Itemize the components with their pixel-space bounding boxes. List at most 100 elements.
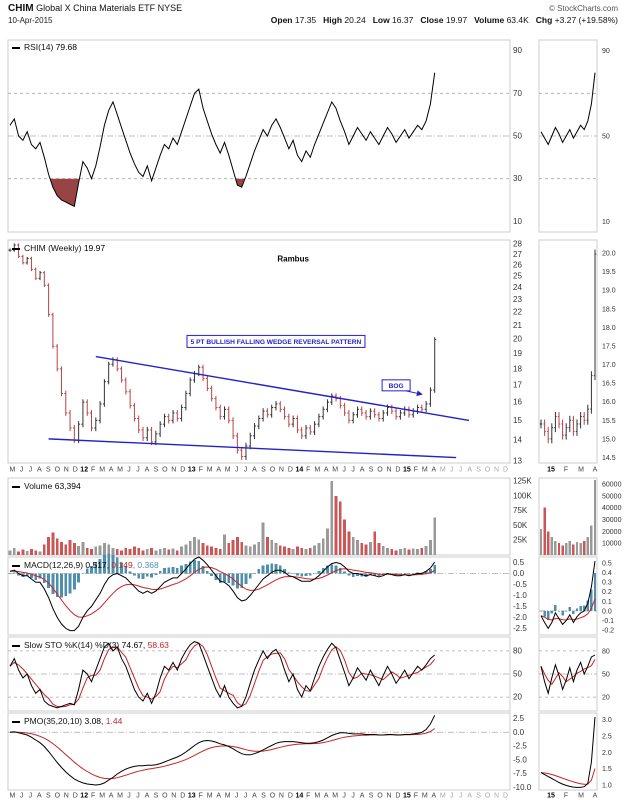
svg-text:14.5: 14.5 [602,455,616,462]
quote-item-low: Low 16.37 [372,15,414,25]
svg-text:10: 10 [602,219,610,226]
indicator-value: 0.368 [137,560,159,570]
svg-text:N: N [279,793,284,800]
quote-item-volume: Volume 63.4K [474,15,529,25]
svg-text:A: A [145,793,150,800]
svg-text:A: A [216,467,221,474]
svg-text:N: N [64,793,69,800]
svg-text:50: 50 [602,134,610,141]
svg-text:A: A [109,467,114,474]
pmo-main-plot: 2.5 0.0 -2.5 -5.0 -7.5 -10.0 [7,712,532,792]
exchange-name: NYSE [157,3,183,13]
svg-text:M: M [10,793,16,800]
svg-text:F: F [91,467,95,474]
chart-date: 10-Apr-2015 [8,16,53,25]
indicator-value: 3.08, [84,716,106,726]
svg-text:50K: 50K [513,521,528,530]
svg-text:50: 50 [513,132,522,141]
svg-text:1.0: 1.0 [602,783,612,790]
svg-text:M: M [10,467,16,474]
rsi-main-plot: 90 70 50 30 10 [7,39,522,233]
macd-main-plot: 0.5 0.0 -0.5 -1.0 -1.5 -2.0 -2.5 [7,553,527,636]
svg-text:M: M [117,793,123,800]
svg-text:A: A [593,793,598,800]
svg-text:20000: 20000 [602,529,622,536]
svg-text:A: A [145,467,150,474]
svg-text:O: O [162,793,168,800]
price-annotations: Rambus 5 PT BULLISH FALLING WEDGE REVERSA… [186,255,423,397]
svg-text:A: A [109,793,114,800]
quote-item-close: Close 19.97 [420,15,468,25]
svg-text:J: J [342,467,346,474]
svg-text:A: A [467,467,472,474]
indicator-value: 0.517, [85,560,112,570]
sto-mini-plot: 80 50 20 [538,636,610,712]
svg-text:24: 24 [513,283,522,292]
svg-text:15: 15 [513,416,522,425]
svg-text:D: D [395,467,400,474]
quote-item-high: High 20.24 [323,15,366,25]
svg-text:F: F [306,467,310,474]
svg-text:M: M [578,467,584,474]
volume-panel-label: Volume 63,394 [12,481,81,491]
svg-text:14: 14 [295,793,303,800]
svg-text:12: 12 [80,793,88,800]
svg-text:M: M [440,467,446,474]
svg-text:F: F [199,467,203,474]
svg-text:M: M [440,793,446,800]
pmo-panel-label: PMO(35,20,10) 3.08, 1.44 [12,716,122,726]
svg-text:A: A [324,793,329,800]
svg-text:M: M [225,793,231,800]
svg-text:A: A [252,467,257,474]
legend-swatch [12,564,20,567]
svg-text:J: J [127,793,131,800]
svg-text:90: 90 [513,46,522,55]
svg-text:0.4: 0.4 [602,570,612,577]
svg-text:40000: 40000 [602,505,622,512]
svg-text:22: 22 [513,308,522,317]
svg-text:F: F [414,793,418,800]
macd-mini-plot: 0.5 0.4 0.3 0.2 0.1 0.0 -0.1 -0.2 [538,556,614,636]
svg-text:80: 80 [513,646,522,655]
svg-text:20: 20 [513,335,522,344]
svg-text:21: 21 [513,321,522,330]
svg-text:O: O [377,793,383,800]
copyright-notice: © StockCharts.com [548,4,618,13]
svg-text:N: N [171,793,176,800]
svg-text:-0.1: -0.1 [602,618,614,625]
svg-text:-10.0: -10.0 [513,783,532,792]
svg-text:23: 23 [513,295,522,304]
indicator-value: 63,394 [54,481,81,491]
svg-text:15: 15 [547,467,555,474]
svg-text:N: N [494,793,499,800]
svg-text:O: O [55,467,61,474]
svg-text:O: O [377,467,383,474]
date-axis-middle: M J J A S O N D 12 F M A M J J A S O N D 13 F M A M J J A S O N D 14 F M A M… [10,467,598,474]
svg-text:J: J [136,793,140,800]
svg-text:15.0: 15.0 [602,436,616,443]
svg-text:J: J [136,467,140,474]
svg-text:J: J [244,793,248,800]
svg-text:A: A [37,793,42,800]
sto-panel-label: Slow STO %K(14) %D(3) 74.67, 58.63 [12,640,169,650]
svg-text:A: A [431,793,436,800]
svg-text:S: S [46,467,51,474]
legend-swatch [12,720,20,723]
sto-main-plot: 80 50 20 [7,636,522,712]
svg-text:0.1: 0.1 [602,599,612,606]
svg-text:-2.5: -2.5 [513,624,527,633]
svg-text:A: A [324,467,329,474]
svg-text:S: S [154,467,159,474]
svg-text:0.0: 0.0 [513,569,525,578]
svg-text:F: F [306,793,310,800]
legend-swatch [12,644,20,647]
svg-text:12: 12 [80,467,88,474]
svg-text:19.0: 19.0 [602,288,616,295]
svg-text:19: 19 [513,349,522,358]
svg-text:-2.0: -2.0 [513,613,527,622]
svg-text:17.0: 17.0 [602,362,616,369]
svg-text:10: 10 [513,217,522,226]
svg-text:J: J [459,793,463,800]
svg-text:O: O [270,793,276,800]
